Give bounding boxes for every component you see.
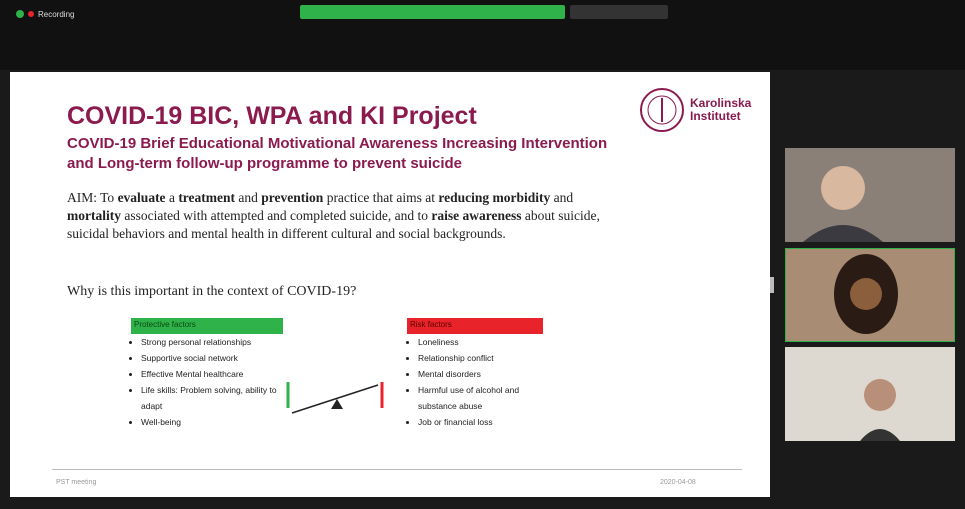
aim-run: practice that aims at [323, 190, 438, 205]
aim-run: and [550, 190, 573, 205]
footer-date: 2020-04-08 [660, 479, 696, 486]
risk-item: Loneliness [418, 334, 558, 350]
aim-run: a [166, 190, 179, 205]
protective-item: Well-being [141, 414, 291, 430]
risk-item: Relationship conflict [418, 350, 558, 366]
shared-slide: COVID-19 BIC, WPA and KI Project COVID-1… [10, 72, 770, 497]
slide-subtitle: and Long-term follow-up programme to pre… [67, 155, 462, 172]
aim-run: mortality [67, 208, 121, 223]
protective-item: Life skills: Problem solving, ability to… [141, 382, 291, 414]
sharing-banner [300, 5, 565, 19]
logo-seal [638, 86, 686, 134]
aim-run: raise awareness [431, 208, 521, 223]
security-icon[interactable] [16, 10, 24, 18]
protective-item: Supportive social network [141, 350, 291, 366]
question: Why is this important in the context of … [67, 284, 356, 300]
protective-list: Strong personal relationshipsSupportive … [129, 334, 291, 430]
seesaw [280, 372, 390, 422]
video-tile[interactable] [785, 248, 955, 342]
zoom-window: {"recording": "Recording", "slide": { "t… [0, 0, 965, 509]
protective-heading: Protective factors [131, 318, 283, 334]
protective-item: Strong personal relationships [141, 334, 291, 350]
aim-paragraph: AIM: To evaluate a treatment and prevent… [67, 189, 607, 243]
view-options[interactable] [570, 5, 668, 19]
risk-item: Mental disorders [418, 366, 558, 382]
slide-subtitle: COVID-19 Brief Educational Motivational … [67, 135, 607, 152]
aim-run: prevention [261, 190, 323, 205]
aim-run: and [235, 190, 261, 205]
top-bar: Recording [0, 0, 965, 70]
recording-dot [28, 11, 34, 17]
video-tile[interactable] [785, 148, 955, 242]
participant-video [785, 148, 955, 242]
risk-list: LonelinessRelationship conflictMental di… [406, 334, 558, 430]
panel-handle[interactable] [770, 277, 776, 293]
aim-run: reducing morbidity [438, 190, 550, 205]
footer-rule [52, 469, 742, 470]
video-tile[interactable] [785, 347, 955, 441]
aim-run: evaluate [118, 190, 166, 205]
footer-left: PST meeting [56, 479, 96, 486]
risk-heading: Risk factors [407, 318, 543, 334]
logo-text: Karolinska Institutet [690, 97, 770, 123]
protective-item: Effective Mental healthcare [141, 366, 291, 382]
risk-item: Job or financial loss [418, 414, 558, 430]
aim-run: associated with attempted and completed … [121, 208, 431, 223]
recording-label: Recording [38, 10, 74, 19]
participant-video [785, 347, 955, 441]
aim-run: AIM: To [67, 190, 118, 205]
participant-video [786, 249, 954, 341]
risk-item: Harmful use of alcohol and substance abu… [418, 382, 558, 414]
slide-title: COVID-19 BIC, WPA and KI Project [67, 102, 477, 131]
aim-run: treatment [178, 190, 235, 205]
top-bar-icons [0, 0, 965, 70]
